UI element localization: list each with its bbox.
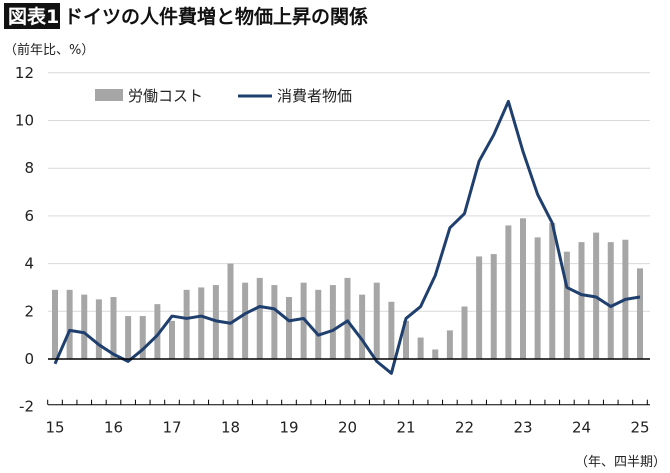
bar	[432, 349, 439, 359]
bar	[52, 289, 58, 359]
x-tick-label: 24	[572, 419, 591, 437]
bar	[183, 289, 190, 359]
y-tick-label: -2	[19, 398, 34, 416]
legend-label-bars: 労働コスト	[128, 87, 203, 105]
x-tick-label: 25	[630, 419, 649, 437]
legend-swatch-bars	[95, 89, 123, 101]
bar	[417, 337, 424, 359]
y-axis-label: （前年比、%）	[4, 42, 94, 58]
bar	[95, 299, 102, 359]
x-tick-label: 18	[221, 419, 240, 437]
bar	[578, 242, 585, 359]
bar	[300, 282, 307, 359]
y-tick-label: 12	[15, 64, 34, 82]
bar	[227, 263, 234, 359]
bar	[169, 320, 175, 359]
bar	[315, 289, 322, 359]
bar	[446, 330, 453, 359]
title-badge-bg	[4, 3, 60, 29]
bar	[154, 304, 161, 359]
bar	[520, 218, 526, 359]
bar	[329, 285, 336, 359]
bar	[403, 320, 409, 359]
bar	[242, 282, 249, 359]
x-tick-label: 21	[396, 419, 415, 437]
bar	[125, 316, 132, 359]
y-tick-label: 2	[24, 302, 34, 320]
x-tick-label: 17	[162, 419, 181, 437]
bar	[461, 306, 468, 359]
y-tick-label: 0	[24, 350, 34, 368]
y-tick-label: 4	[24, 255, 34, 273]
bar	[388, 301, 395, 359]
x-tick-label: 19	[279, 419, 298, 437]
bar	[66, 289, 73, 359]
chart-title: ドイツの人件費増と物価上昇の関係	[64, 5, 368, 28]
legend: 労働コスト 消費者物価	[95, 87, 352, 105]
bar	[110, 296, 117, 359]
legend-label-line: 消費者物価	[277, 87, 352, 105]
bar	[637, 268, 643, 359]
x-tick-label: 20	[338, 419, 357, 437]
bar	[476, 256, 483, 359]
bar	[81, 294, 88, 359]
bar	[359, 294, 366, 359]
title-badge: 図表1	[8, 5, 59, 28]
bar	[373, 282, 380, 359]
y-tick-label: 6	[24, 207, 34, 225]
x-axis-label: （年、四半期）	[575, 455, 666, 470]
x-tick-label: 23	[513, 419, 532, 437]
x-tick-label: 22	[455, 419, 474, 437]
bar	[344, 277, 351, 359]
bar	[549, 223, 556, 359]
bar	[534, 237, 541, 359]
y-tick-label: 10	[15, 112, 34, 130]
bar	[563, 251, 570, 359]
bar	[256, 277, 263, 359]
x-tick-label: 16	[104, 419, 123, 437]
bar	[271, 285, 278, 359]
bar	[139, 316, 146, 359]
bar	[490, 254, 497, 359]
bar	[607, 242, 614, 359]
bar	[286, 296, 292, 359]
x-tick-label: 15	[45, 419, 64, 437]
y-tick-label: 8	[24, 159, 34, 177]
bar	[505, 225, 512, 359]
bar	[198, 287, 205, 359]
